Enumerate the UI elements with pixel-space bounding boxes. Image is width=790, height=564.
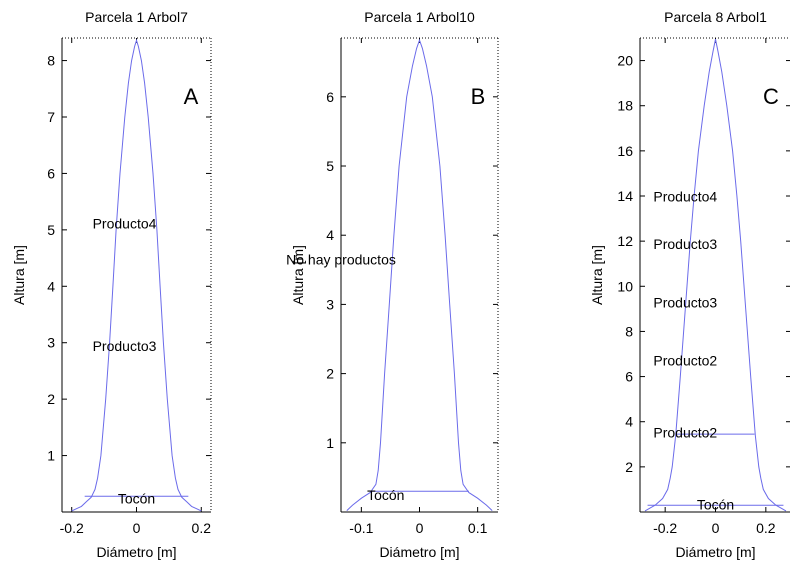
y-axis-label: Altura [m] <box>589 245 605 305</box>
y-tick-label: 4 <box>47 278 55 294</box>
panel-letter: C <box>763 84 779 109</box>
y-tick-label: 18 <box>617 98 633 114</box>
y-tick-label: 4 <box>326 227 334 243</box>
product-annotation: No hay productos <box>286 251 396 267</box>
chart-title: Parcela 8 Arbol1 <box>664 9 767 25</box>
panel-letter: A <box>184 84 199 109</box>
product-annotation: Producto4 <box>93 216 157 232</box>
y-tick-label: 2 <box>326 366 334 382</box>
y-tick-label: 3 <box>326 296 334 312</box>
stump-label: Tocón <box>697 497 734 513</box>
chart-panel-2: -0.1 0 0.1 1 2 3 4 5 6 Parcela 1 Arbol10 Diámetro … <box>286 9 499 560</box>
y-tick-label: 20 <box>617 53 633 69</box>
chart-title: Parcela 1 Arbol10 <box>364 9 475 25</box>
product-annotation: Producto4 <box>653 189 717 205</box>
x-axis-label: Diámetro [m] <box>96 544 176 560</box>
product-annotation: Producto3 <box>653 295 717 311</box>
y-tick-label: 6 <box>625 369 633 385</box>
stump-label: Tocón <box>118 491 155 507</box>
chart-panel-3: -0.2 0 0.2 2 4 6 8 10 12 14 16 18 20 Parcela 8 Arbol1… <box>589 9 790 560</box>
stump-label: Tocón <box>367 487 404 503</box>
y-tick-label: 2 <box>625 459 633 475</box>
x-axis-label: Diámetro [m] <box>379 544 459 560</box>
x-tick-label: 0 <box>416 520 424 536</box>
y-tick-label: 8 <box>47 53 55 69</box>
stem-profile-line <box>71 38 202 512</box>
x-tick-label: 0 <box>712 520 720 536</box>
y-tick-label: 7 <box>47 109 55 125</box>
y-axis-label: Altura [m] <box>290 245 306 305</box>
y-axis-label: Altura [m] <box>11 245 27 305</box>
x-tick-label: -0.2 <box>653 520 677 536</box>
x-axis-label: Diámetro [m] <box>675 544 755 560</box>
x-tick-label: 0.1 <box>468 520 488 536</box>
product-annotation: Producto2 <box>653 425 717 441</box>
y-tick-label: 10 <box>617 278 633 294</box>
y-tick-label: 5 <box>326 158 334 174</box>
x-tick-label: -0.1 <box>349 520 373 536</box>
product-annotation: Producto2 <box>653 352 717 368</box>
y-tick-label: 1 <box>47 448 55 464</box>
x-tick-label: 0.2 <box>192 520 212 536</box>
y-tick-label: 4 <box>625 414 633 430</box>
y-tick-label: 6 <box>47 165 55 181</box>
y-tick-label: 16 <box>617 143 633 159</box>
chart-title: Parcela 1 Arbol7 <box>85 9 188 25</box>
y-tick-label: 6 <box>326 89 334 105</box>
y-tick-label: 2 <box>47 391 55 407</box>
y-tick-label: 12 <box>617 233 633 249</box>
y-tick-label: 5 <box>47 222 55 238</box>
stem-profile-line <box>644 39 787 512</box>
stem-profile-line <box>346 38 493 511</box>
y-tick-label: 1 <box>326 435 334 451</box>
y-tick-label: 14 <box>617 188 633 204</box>
product-annotation: Producto3 <box>653 236 717 252</box>
y-tick-label: 8 <box>625 323 633 339</box>
x-tick-label: 0.2 <box>756 520 776 536</box>
y-tick-label: 3 <box>47 335 55 351</box>
x-tick-label: -0.2 <box>60 520 84 536</box>
chart-panel-1: -0.2 0 0.2 1 2 3 4 5 6 7 8 Parcela 1 Arbol7 Diámetro… <box>11 9 212 560</box>
product-annotation: Producto3 <box>93 338 157 354</box>
panel-letter: B <box>471 84 486 109</box>
x-tick-label: 0 <box>133 520 141 536</box>
